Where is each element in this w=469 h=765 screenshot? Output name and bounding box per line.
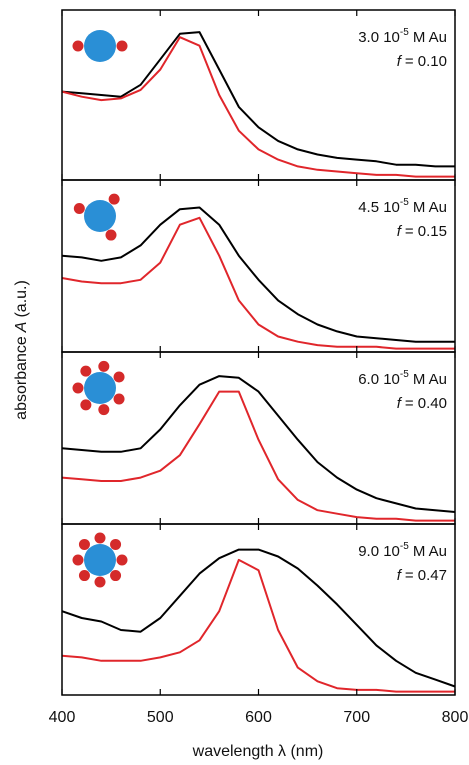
concentration-label: 4.5 10-5 M Au [358,197,447,216]
spectrum-line [61,548,456,688]
fraction-value: = 0.40 [405,395,447,412]
fraction-label: f = 0.15 [397,223,447,240]
fraction-value: = 0.47 [405,567,447,584]
concentration-exponent: -5 [400,541,409,552]
fraction-label: f = 0.40 [397,395,447,412]
x-tick-label: 800 [442,709,469,726]
particle-dot [110,538,122,550]
concentration-unit: M Au [413,371,447,388]
concentration-exponent: -5 [400,27,409,38]
fraction-symbol: f [397,395,403,412]
particle-dot [98,360,110,372]
fraction-label: f = 0.47 [397,567,447,584]
particle-dot [105,229,117,241]
spectrum-line [61,375,456,513]
particle-dot [113,371,125,383]
y-label-unit: (a.u.) [13,280,30,317]
concentration-unit: M Au [413,199,447,216]
particle-dot [113,393,125,405]
concentration-label: 9.0 10-5 M Au [358,541,447,560]
fraction-value: = 0.10 [405,53,447,70]
fraction-label: f = 0.10 [397,53,447,70]
particle-dot [73,202,85,214]
spectrum-line [61,558,455,693]
spectrum-line [61,216,455,350]
concentration-unit: M Au [413,543,447,560]
concentration-exponent: -5 [400,197,409,208]
y-axis-label: absorbance A (a.u.) [13,280,30,420]
particle-dot [110,570,122,582]
particle-dot [80,365,92,377]
concentration-base: 4.5 10 [358,199,400,216]
fraction-symbol: f [397,53,403,70]
x-tick-label: 600 [245,709,272,726]
spectrum-line [61,31,455,168]
particle-core [84,200,116,232]
y-label-text: absorbance [13,336,30,420]
particle-dot [116,554,128,566]
particle-dot [72,40,84,52]
spectrum-line [61,390,455,522]
particle-dot [94,532,106,544]
particle-dot [116,40,128,52]
x-axis-label: wavelength λ (nm) [192,743,324,760]
x-tick-label: 400 [49,709,76,726]
particle-dot [108,193,120,205]
particle-dot [78,570,90,582]
x-tick-label: 700 [343,709,370,726]
particle-dot [78,538,90,550]
spectrum-line [61,36,455,178]
concentration-label: 6.0 10-5 M Au [358,369,447,388]
x-tick-label: 500 [147,709,174,726]
particle-dot [72,554,84,566]
particle-dot [72,382,84,394]
particle-dot [94,576,106,588]
fraction-value: = 0.15 [405,223,447,240]
concentration-label: 3.0 10-5 M Au [358,27,447,46]
concentration-unit: M Au [413,29,447,46]
concentration-base: 3.0 10 [358,29,400,46]
particle-core [84,30,116,62]
concentration-exponent: -5 [400,369,409,380]
spectrum-line [61,206,455,343]
concentration-base: 9.0 10 [358,543,400,560]
particle-core [84,544,116,576]
particle-dot [98,404,110,416]
concentration-base: 6.0 10 [358,371,400,388]
particle-core [84,372,116,404]
particle-dot [80,399,92,411]
fraction-symbol: f [397,567,403,584]
y-label-symbol: A [13,322,30,334]
fraction-symbol: f [397,223,403,240]
